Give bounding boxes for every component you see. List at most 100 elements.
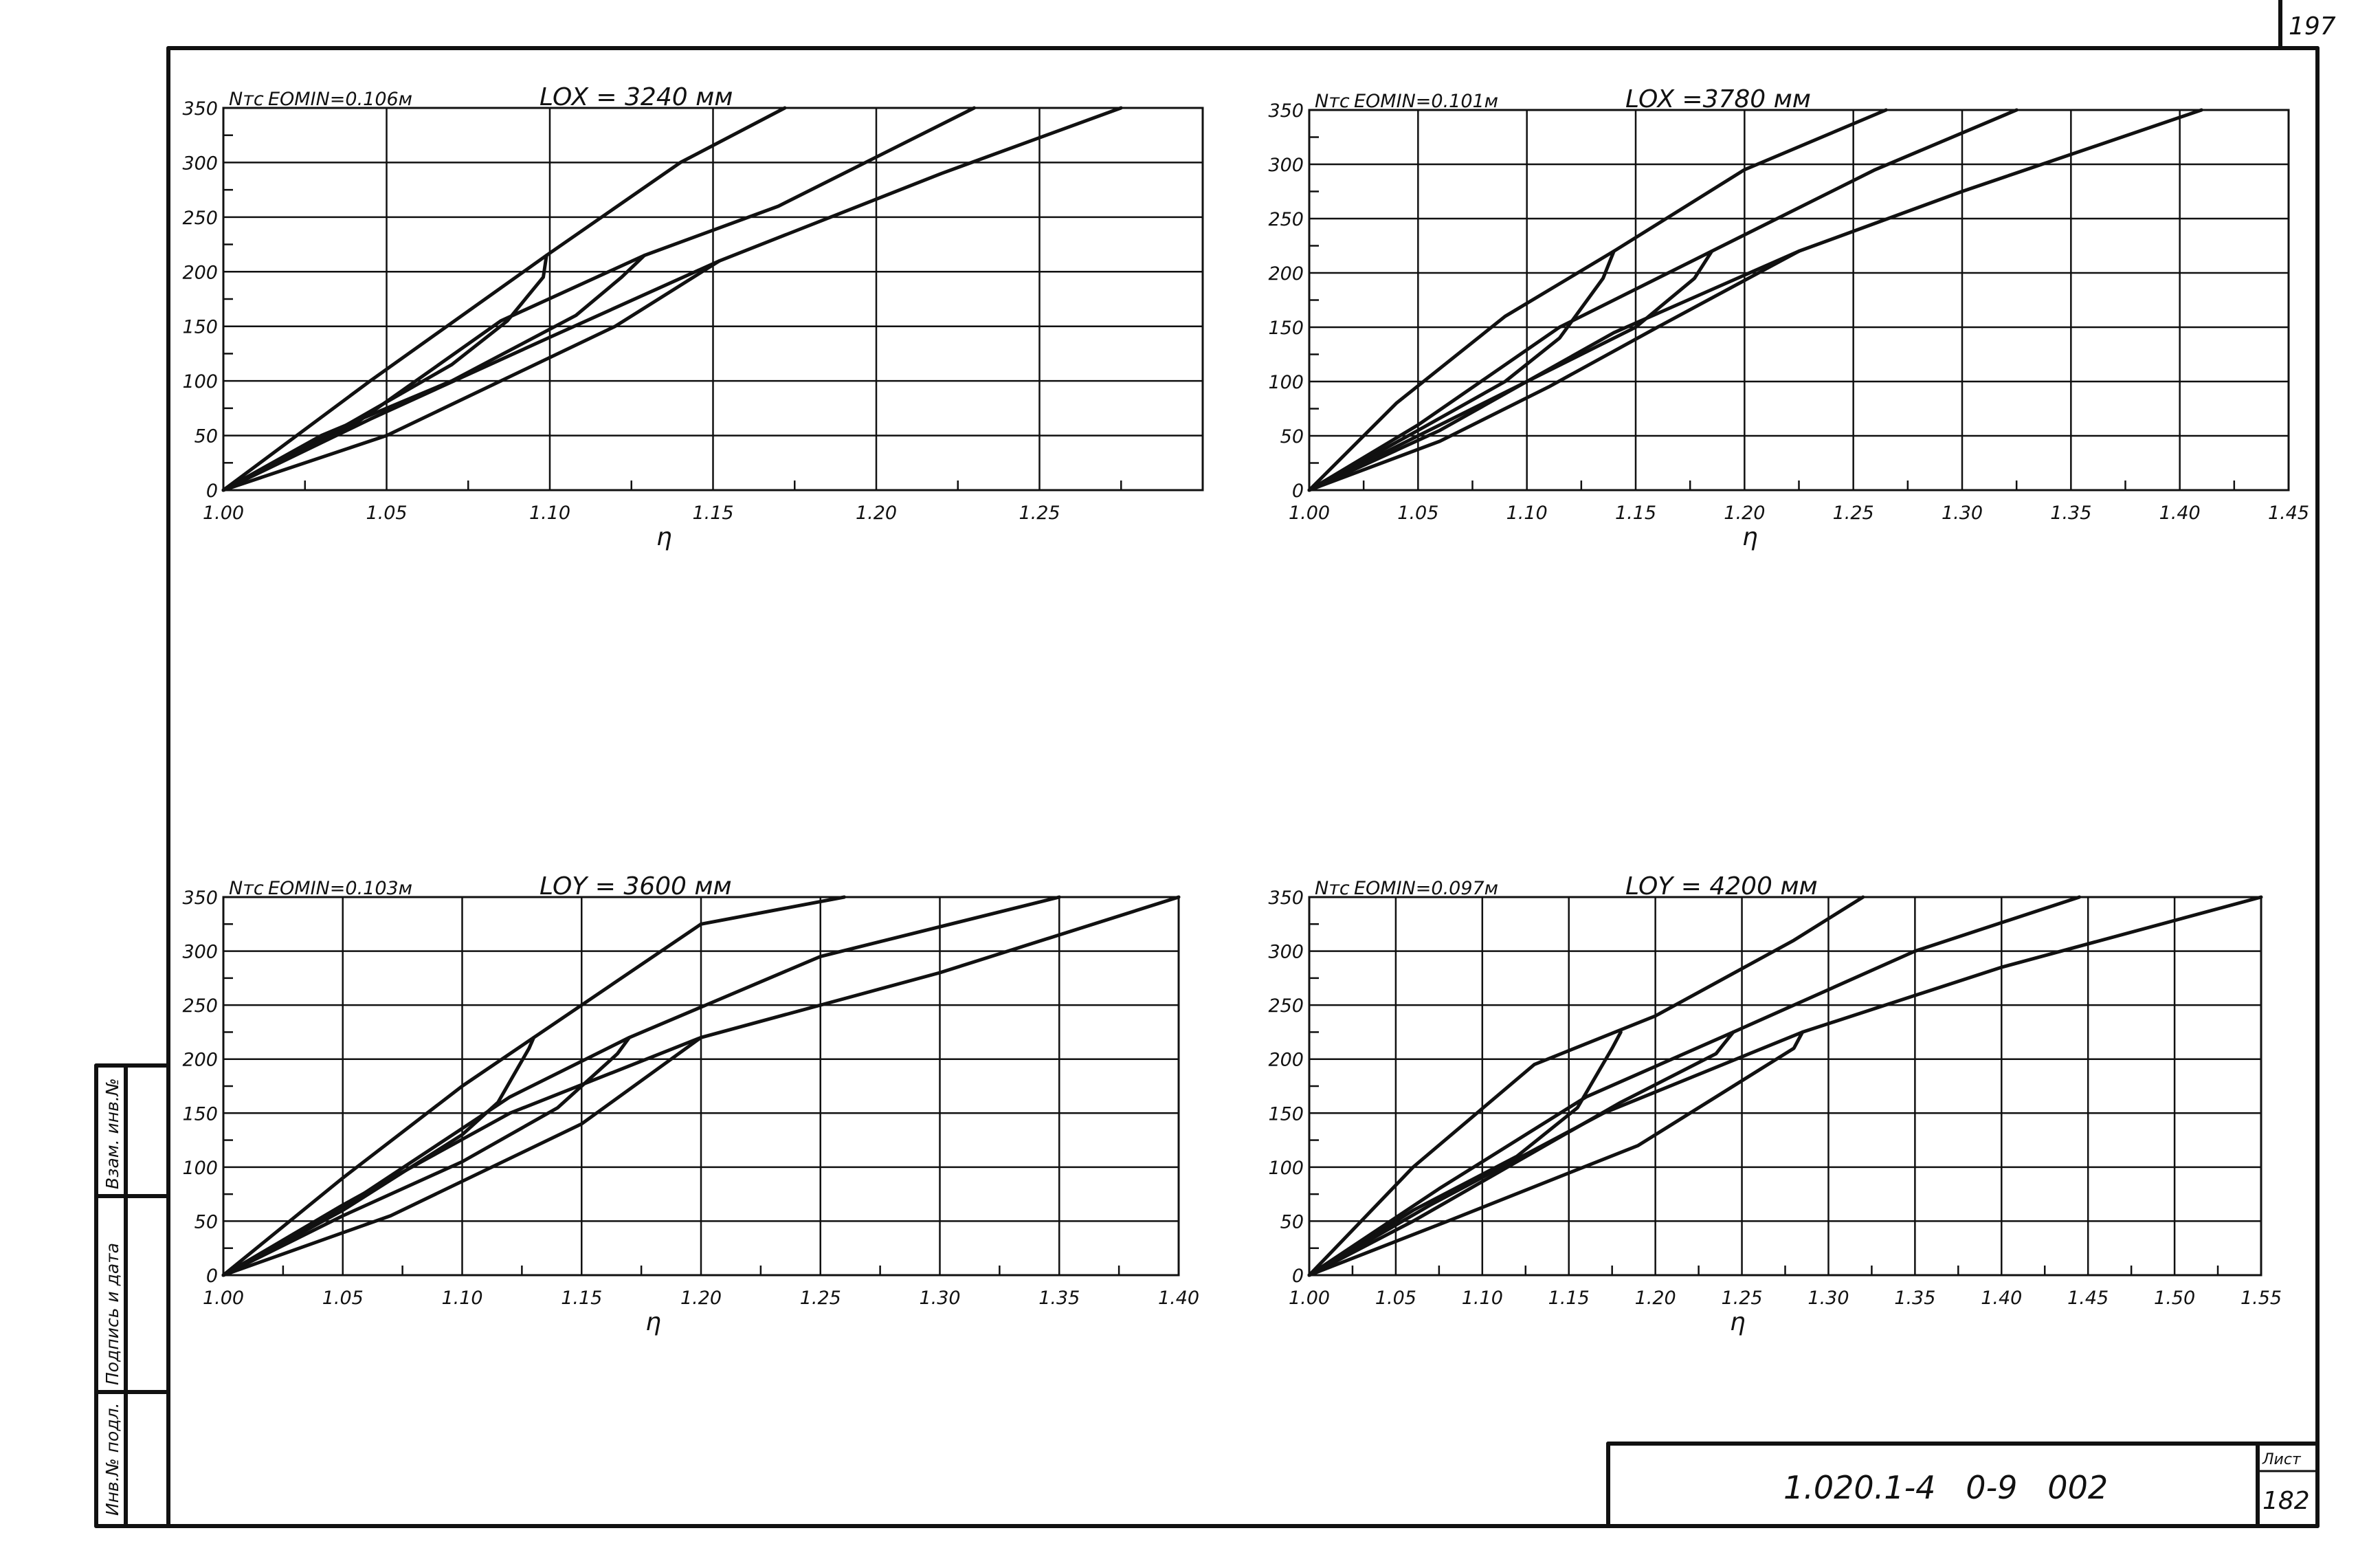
x-axis-label: η bbox=[656, 523, 672, 551]
header-length: LOX =3780 мм bbox=[1625, 85, 1811, 113]
y-tick-label: 300 bbox=[1268, 155, 1304, 176]
x-tick-label: 1.00 bbox=[1289, 503, 1330, 524]
y-tick-label: 200 bbox=[1268, 1050, 1304, 1071]
x-tick-label: 1.05 bbox=[1375, 1288, 1416, 1309]
title-block bbox=[1606, 1442, 2320, 1528]
y-tick-label: 350 bbox=[182, 98, 218, 120]
x-tick-label: 1.40 bbox=[1981, 1288, 2022, 1309]
y-axis-label: Nтс bbox=[1315, 91, 1350, 112]
sheet-frame bbox=[94, 0, 2320, 1528]
x-tick-label: 1.45 bbox=[2067, 1288, 2109, 1309]
x-tick-label: 1.25 bbox=[1833, 503, 1874, 524]
header-eomin: EOMIN=0.106м bbox=[268, 89, 412, 110]
y-tick-label: 350 bbox=[1268, 887, 1304, 909]
header-length: LOY = 4200 мм bbox=[1625, 872, 1818, 901]
x-tick-label: 1.15 bbox=[1548, 1288, 1590, 1309]
y-tick-label: 150 bbox=[1268, 318, 1304, 339]
series-line-5 bbox=[1307, 108, 2203, 492]
y-tick-label: 50 bbox=[194, 426, 218, 448]
series-line-6 bbox=[1307, 249, 1801, 492]
x-tick-label: 1.55 bbox=[2240, 1288, 2282, 1309]
x-tick-label: 1.25 bbox=[800, 1288, 841, 1309]
y-tick-label: 100 bbox=[1268, 372, 1304, 393]
chart-bottom-left: 1.00 1.05 1.10 1.15 1.20 1.25 1.30 1.35 1.40 0 50 1… bbox=[182, 872, 1199, 1336]
series-line-3 bbox=[221, 106, 976, 492]
document-code: 1.020.1-4 0-9 002 bbox=[1783, 1469, 2108, 1506]
y-tick-label: 0 bbox=[206, 481, 218, 502]
x-tick-label: 1.45 bbox=[2268, 503, 2309, 524]
x-tick-label: 1.15 bbox=[561, 1288, 602, 1309]
side-stamp-label-signature: Подпись и дата bbox=[102, 1243, 122, 1385]
y-tick-label: 350 bbox=[182, 887, 218, 909]
y-tick-label: 200 bbox=[182, 1050, 218, 1071]
y-tick-label: 200 bbox=[1268, 263, 1304, 285]
x-axis-label: η bbox=[1730, 1308, 1746, 1336]
x-tick-label: 1.20 bbox=[680, 1288, 722, 1309]
x-tick-label: 1.50 bbox=[2154, 1288, 2195, 1309]
series-line-1 bbox=[221, 895, 846, 1277]
series-line-4 bbox=[221, 254, 647, 492]
series-line-3 bbox=[221, 895, 1061, 1277]
series-line-4 bbox=[1307, 249, 1714, 492]
x-tick-label: 1.20 bbox=[856, 503, 897, 524]
sheet-list-number: 182 bbox=[2262, 1487, 2310, 1515]
sheet-list-label: Лист bbox=[2262, 1451, 2302, 1468]
series-line-6 bbox=[1307, 1030, 1805, 1277]
series-line-5 bbox=[221, 895, 1181, 1277]
y-tick-label: 150 bbox=[182, 1103, 218, 1125]
series-line-2 bbox=[221, 1035, 536, 1277]
x-tick-label: 1.15 bbox=[692, 503, 733, 524]
x-tick-label: 1.30 bbox=[919, 1288, 960, 1309]
x-tick-label: 1.00 bbox=[203, 1288, 244, 1309]
y-tick-label: 0 bbox=[206, 1266, 218, 1287]
header-length: LOY = 3600 мм bbox=[540, 872, 732, 901]
y-tick-label: 250 bbox=[1268, 209, 1304, 230]
header-eomin: EOMIN=0.097м bbox=[1354, 878, 1498, 899]
header-eomin: EOMIN=0.101м bbox=[1354, 91, 1498, 112]
y-tick-label: 150 bbox=[1268, 1103, 1304, 1125]
series-line-5 bbox=[221, 106, 1123, 492]
series-line-2 bbox=[1307, 1030, 1623, 1277]
x-tick-label: 1.15 bbox=[1615, 503, 1656, 524]
series-line-3 bbox=[1307, 895, 2082, 1277]
y-tick-label: 250 bbox=[182, 995, 218, 1017]
y-tick-label: 100 bbox=[1268, 1158, 1304, 1179]
x-tick-label: 1.40 bbox=[1158, 1288, 1199, 1309]
x-tick-label: 1.05 bbox=[1397, 503, 1438, 524]
series-line-1 bbox=[221, 106, 787, 492]
series-line-2 bbox=[1307, 249, 1616, 492]
y-tick-label: 300 bbox=[1268, 942, 1304, 963]
side-stamp-label-replacement: Взам. инв.№ bbox=[102, 1078, 122, 1189]
y-tick-label: 150 bbox=[182, 317, 218, 338]
side-stamp-label-inventory: Инв.№ подл. bbox=[102, 1402, 122, 1516]
y-tick-label: 300 bbox=[182, 153, 218, 174]
series-line-5 bbox=[1307, 895, 2263, 1277]
y-tick-label: 50 bbox=[1280, 1211, 1304, 1233]
series-line-6 bbox=[221, 258, 722, 492]
x-tick-label: 1.35 bbox=[1894, 1288, 1935, 1309]
side-stamp bbox=[94, 1063, 170, 1528]
y-axis-label: Nтс bbox=[229, 89, 264, 110]
y-tick-label: 200 bbox=[182, 262, 218, 283]
x-tick-label: 1.25 bbox=[1019, 503, 1060, 524]
x-tick-label: 1.10 bbox=[441, 1288, 482, 1309]
y-tick-label: 100 bbox=[182, 1158, 218, 1179]
x-tick-label: 1.00 bbox=[1289, 1288, 1330, 1309]
x-tick-label: 1.20 bbox=[1724, 503, 1765, 524]
x-tick-label: 1.10 bbox=[1462, 1288, 1503, 1309]
x-axis-label: η bbox=[645, 1308, 661, 1336]
chart-top-left: 1.00 1.05 1.10 1.15 1.20 1.25 0 50 100 150 200 250 3… bbox=[182, 83, 1204, 551]
series-line-2 bbox=[221, 254, 548, 492]
y-tick-label: 0 bbox=[1292, 481, 1304, 502]
y-axis-label: Nтс bbox=[229, 878, 264, 899]
x-tick-label: 1.25 bbox=[1721, 1288, 1762, 1309]
y-tick-label: 100 bbox=[182, 371, 218, 393]
y-tick-label: 0 bbox=[1292, 1266, 1304, 1287]
x-tick-label: 1.40 bbox=[2159, 503, 2201, 524]
y-tick-label: 300 bbox=[182, 942, 218, 963]
x-tick-label: 1.30 bbox=[1808, 1288, 1849, 1309]
y-tick-label: 50 bbox=[1280, 426, 1304, 448]
x-tick-label: 1.00 bbox=[203, 503, 244, 524]
series-line-3 bbox=[1307, 108, 2018, 492]
